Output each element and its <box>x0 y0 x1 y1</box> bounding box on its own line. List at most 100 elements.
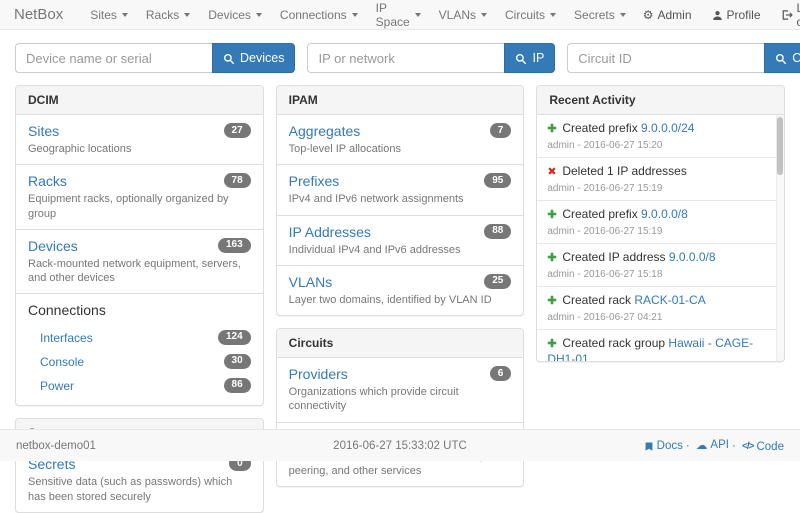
nav-menu-racks[interactable]: Racks <box>137 0 199 29</box>
device-search-group: Devices <box>15 43 296 73</box>
aggregates-link[interactable]: Aggregates <box>288 123 361 139</box>
user-icon <box>712 8 723 22</box>
list-item: 27 Sites Geographic locations <box>16 115 263 166</box>
footer-separator: · <box>685 440 690 453</box>
vlans-count-badge: 25 <box>484 273 512 289</box>
activity-action: Deleted 1 IP addresses <box>562 164 687 178</box>
code-label: Code <box>756 440 784 453</box>
navbar-brand[interactable]: NetBox <box>14 6 64 23</box>
ip-search-input[interactable] <box>307 43 505 73</box>
circuit-search-button-label: Circuits <box>792 51 800 65</box>
gear-icon: ⚙ <box>642 7 654 22</box>
nav-menu-label: Connections <box>279 7 347 22</box>
api-label: API <box>710 439 729 452</box>
nav-menu-label: Racks <box>145 7 180 22</box>
search-icon <box>223 51 235 65</box>
device-search-input[interactable] <box>15 43 212 73</box>
scrollbar[interactable] <box>776 115 784 361</box>
nav-menu-sites[interactable]: Sites <box>81 0 137 29</box>
power-link[interactable]: Power <box>40 378 75 393</box>
console-count-badge: 30 <box>223 353 251 369</box>
console-link[interactable]: Console <box>40 354 85 369</box>
list-item: 86 Power <box>28 373 251 397</box>
nav-menu-label: Devices <box>208 7 251 22</box>
docs-link[interactable]: Docs <box>644 440 683 452</box>
activity-target-link[interactable]: 9.0.0.0/8 <box>668 250 716 264</box>
activity-item: ✖ Deleted 1 IP addresses admin - 2016-06-… <box>537 158 776 201</box>
ip-addresses-desc: Individual IPv4 and IPv6 addresses <box>288 243 461 256</box>
book-icon <box>644 440 654 452</box>
circuit-search-button[interactable]: Circuits <box>764 43 800 73</box>
admin-link[interactable]: ⚙ Admin <box>635 8 700 22</box>
providers-count-badge: 6 <box>489 366 512 382</box>
activity-action: Created prefix <box>562 121 638 135</box>
chevron-down-icon <box>255 12 262 17</box>
footer-separator: · <box>731 440 736 453</box>
ip-search-button-label: IP <box>532 51 545 65</box>
profile-link[interactable]: Profile <box>704 8 769 22</box>
activity-target-link[interactable]: 9.0.0.0/8 <box>641 207 688 221</box>
code-link[interactable]: </> Code <box>742 441 784 453</box>
logout-link[interactable]: Log out <box>773 1 800 29</box>
nav-menu-circuits[interactable]: Circuits <box>496 0 565 29</box>
nav-menu-secrets[interactable]: Secrets <box>565 0 635 29</box>
chevron-down-icon <box>481 12 488 17</box>
recent-activity-panel: Recent Activity ✚ Created prefix 9.0.0.0/… <box>536 85 785 362</box>
navbar-menus: Sites Racks Devices Connections IP Space… <box>81 0 635 29</box>
search-icon <box>515 51 527 65</box>
aggregates-desc: Top-level IP allocations <box>288 143 401 155</box>
profile-label: Profile <box>726 7 761 22</box>
activity-meta: admin - 2016-06-27 04:21 <box>547 312 663 323</box>
activity-target-link[interactable]: RACK-01-CA <box>634 293 706 307</box>
activity-item: ✚ Created prefix 9.0.0.0/24 admin - 2016-… <box>537 115 776 158</box>
footer: netbox-demo01 2016-06-27 15:33:02 UTC Do… <box>0 429 800 461</box>
prefixes-link[interactable]: Prefixes <box>288 173 340 190</box>
circuit-search-input[interactable] <box>567 43 765 73</box>
nav-menu-connections[interactable]: Connections <box>271 0 367 29</box>
nav-menu-label: VLANs <box>438 7 477 22</box>
nav-menu-devices[interactable]: Devices <box>199 0 271 29</box>
plus-icon: ✚ <box>547 123 557 135</box>
interfaces-link[interactable]: Interfaces <box>40 330 93 345</box>
providers-link[interactable]: Providers <box>288 366 348 383</box>
activity-meta: admin - 2016-06-27 15:20 <box>547 140 663 151</box>
activity-target-link[interactable]: Hawaii - CAGE-DH1-01 <box>547 336 754 361</box>
connections-links: 124 Interfaces 30 Console 86 Power <box>28 325 251 397</box>
ip-search-button[interactable]: IP <box>504 43 556 73</box>
vlans-desc: Layer two domains, identified by VLAN ID <box>288 293 492 306</box>
activity-item: ✚ Created rack group Hawaii - CAGE-DH1-01… <box>537 330 776 361</box>
footer-timestamp: 2016-06-27 15:33:02 UTC <box>333 439 467 452</box>
sites-link[interactable]: Sites <box>28 123 60 139</box>
aggregates-count-badge: 7 <box>489 123 512 138</box>
ip-search-group: IP <box>307 43 556 73</box>
connections-label: Connections <box>28 302 106 319</box>
logout-icon <box>781 8 793 22</box>
nav-menu-ip-space[interactable]: IP Space <box>367 0 430 29</box>
device-search-button[interactable]: Devices <box>212 43 296 73</box>
list-item: 6 Providers Organizations which provide … <box>276 358 524 423</box>
activity-item: ✚ Created IP address 9.0.0.0/8 admin - 20… <box>537 244 776 287</box>
footer-hostname: netbox-demo01 <box>16 439 96 452</box>
connections-section: Connections 124 Interfaces 30 Console 86… <box>16 294 263 405</box>
code-icon: </> <box>742 441 755 453</box>
plus-icon: ✚ <box>547 252 557 264</box>
sites-desc: Geographic locations <box>28 143 132 155</box>
nav-menu-vlans[interactable]: VLANs <box>430 0 496 29</box>
activity-item: ✚ Created prefix 9.0.0.0/8 admin - 2016-0… <box>537 201 776 244</box>
racks-link[interactable]: Racks <box>28 173 67 190</box>
activity-meta: admin - 2016-06-27 15:19 <box>547 226 663 237</box>
scrollbar-thumb[interactable] <box>777 117 783 175</box>
ip-addresses-link[interactable]: IP Addresses <box>288 223 371 240</box>
devices-link[interactable]: Devices <box>28 237 78 254</box>
circuits-panel: Circuits 6 Providers Organizations which… <box>275 328 525 488</box>
list-item: 78 Racks Equipment racks, optionally org… <box>16 165 263 230</box>
api-link[interactable]: ☁ API <box>696 438 729 452</box>
racks-count-badge: 78 <box>223 173 251 189</box>
dcim-panel: DCIM 27 Sites Geographic locations 78 Ra… <box>15 85 264 407</box>
list-item: 88 IP Addresses Individual IPv4 and IPv6… <box>276 216 524 266</box>
search-icon <box>775 51 787 65</box>
activity-scroll-area: ✚ Created prefix 9.0.0.0/24 admin - 2016-… <box>537 115 784 361</box>
vlans-link[interactable]: VLANs <box>288 273 333 290</box>
activity-target-link[interactable]: 9.0.0.0/24 <box>641 121 695 135</box>
activity-item: ✚ Created rack RACK-01-CA admin - 2016-06… <box>537 287 776 330</box>
